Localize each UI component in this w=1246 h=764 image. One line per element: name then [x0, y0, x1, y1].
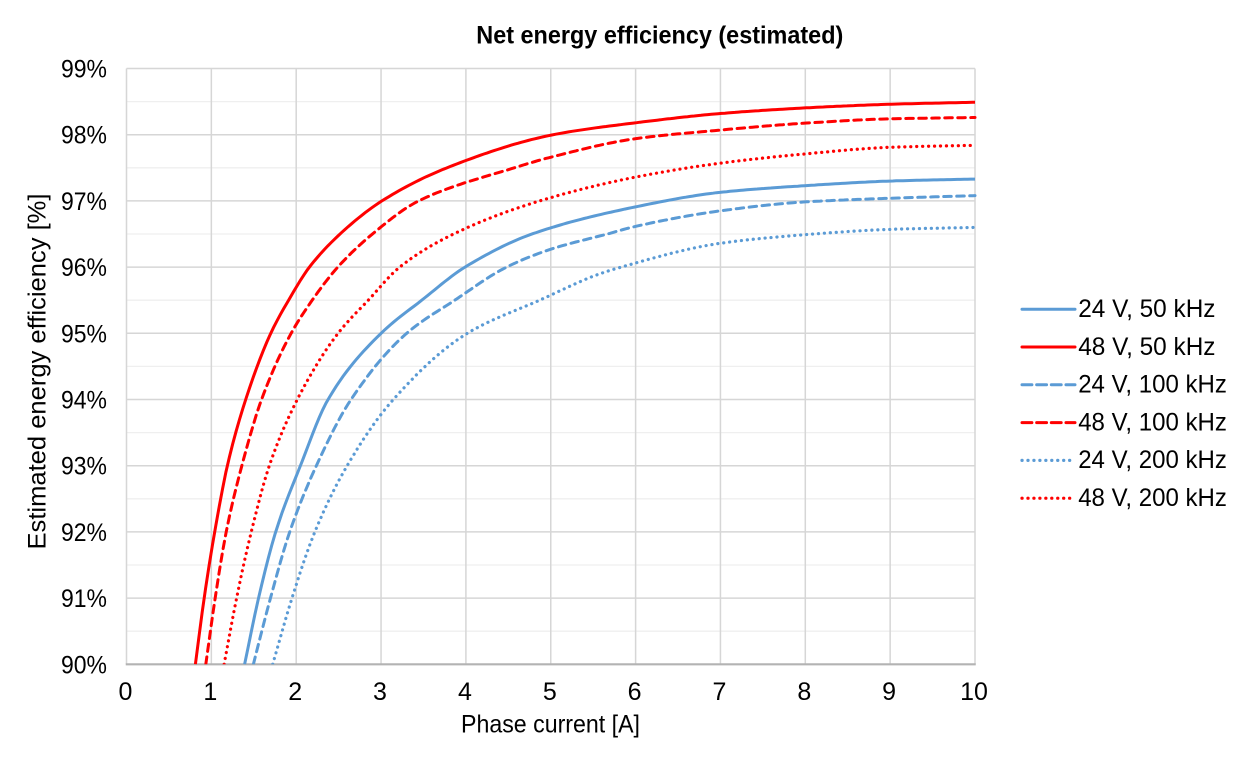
svg-text:24 V, 50 kHz: 24 V, 50 kHz — [1078, 295, 1215, 323]
svg-text:48 V, 200 kHz: 48 V, 200 kHz — [1078, 484, 1227, 512]
svg-text:9: 9 — [882, 678, 896, 706]
svg-text:97%: 97% — [61, 188, 107, 216]
svg-text:3: 3 — [373, 678, 387, 706]
svg-text:0: 0 — [119, 678, 133, 706]
svg-text:Estimated energy efficiency [%: Estimated energy efficiency [%] — [24, 194, 52, 550]
svg-text:91%: 91% — [61, 585, 107, 613]
svg-text:7: 7 — [712, 678, 726, 706]
svg-text:90%: 90% — [61, 651, 107, 679]
svg-text:1: 1 — [203, 678, 217, 706]
svg-text:94%: 94% — [61, 387, 107, 415]
svg-text:24 V, 100 kHz: 24 V, 100 kHz — [1078, 371, 1227, 399]
svg-text:96%: 96% — [61, 254, 107, 282]
svg-text:93%: 93% — [61, 453, 107, 481]
svg-text:48 V, 50 kHz: 48 V, 50 kHz — [1078, 333, 1215, 361]
svg-text:24 V, 200 kHz: 24 V, 200 kHz — [1078, 446, 1227, 474]
svg-text:5: 5 — [543, 678, 557, 706]
svg-text:99%: 99% — [61, 56, 107, 84]
svg-text:48 V, 100 kHz: 48 V, 100 kHz — [1078, 408, 1227, 436]
svg-text:95%: 95% — [61, 320, 107, 348]
svg-text:4: 4 — [458, 678, 472, 706]
svg-text:Phase current [A]: Phase current [A] — [461, 711, 640, 739]
svg-text:2: 2 — [288, 678, 302, 706]
svg-text:92%: 92% — [61, 519, 107, 547]
svg-text:10: 10 — [960, 678, 988, 706]
svg-text:98%: 98% — [61, 122, 107, 150]
svg-text:Net energy efficiency (estimat: Net energy efficiency (estimated) — [476, 21, 843, 49]
svg-text:6: 6 — [628, 678, 642, 706]
svg-text:8: 8 — [797, 678, 811, 706]
